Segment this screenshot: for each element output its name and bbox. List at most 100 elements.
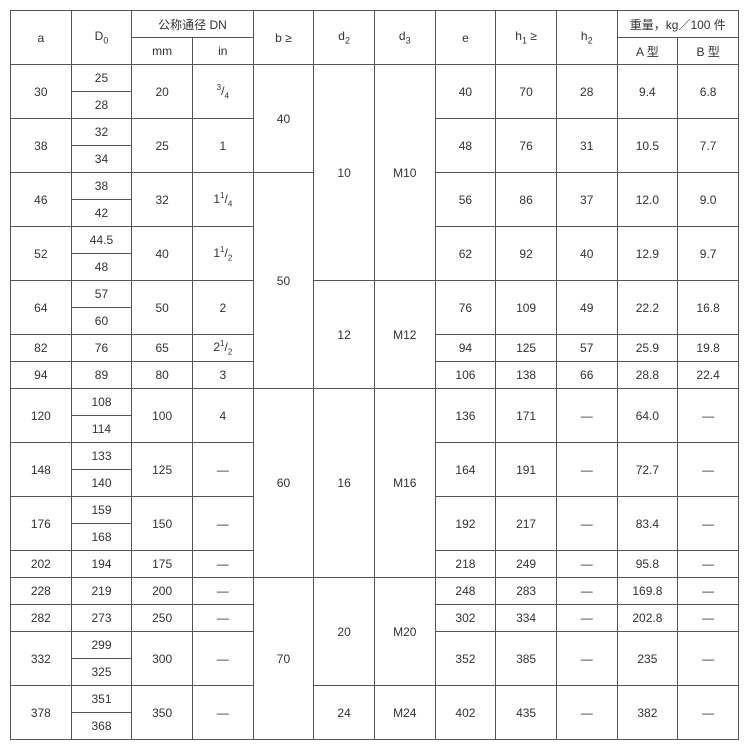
cell-typeB: — bbox=[678, 632, 739, 686]
cell-e: 402 bbox=[435, 686, 496, 740]
cell-h1: 86 bbox=[496, 173, 557, 227]
cell-mm: 100 bbox=[132, 389, 193, 443]
cell-e: 192 bbox=[435, 497, 496, 551]
table-body: 3025203/44010M104070289.46.8283832251487… bbox=[11, 65, 739, 740]
cell-h2: 28 bbox=[556, 65, 617, 119]
cell-typeB: — bbox=[678, 551, 739, 578]
cell-h2: 31 bbox=[556, 119, 617, 173]
cell-d0: 325 bbox=[71, 659, 132, 686]
cell-in: — bbox=[192, 578, 253, 605]
cell-in: 11/4 bbox=[192, 173, 253, 227]
cell-d0: 299 bbox=[71, 632, 132, 659]
cell-d3: M12 bbox=[374, 281, 435, 389]
cell-d0: 273 bbox=[71, 605, 132, 632]
cell-typeB: 19.8 bbox=[678, 335, 739, 362]
cell-h1: 435 bbox=[496, 686, 557, 740]
cell-a: 52 bbox=[11, 227, 72, 281]
cell-mm: 150 bbox=[132, 497, 193, 551]
cell-e: 40 bbox=[435, 65, 496, 119]
cell-e: 62 bbox=[435, 227, 496, 281]
cell-typeA: 22.2 bbox=[617, 281, 678, 335]
cell-typeA: 382 bbox=[617, 686, 678, 740]
col-dn-group: 公称通径 DN bbox=[132, 11, 253, 38]
cell-typeA: 72.7 bbox=[617, 443, 678, 497]
cell-d2: 20 bbox=[314, 578, 375, 686]
cell-h1: 217 bbox=[496, 497, 557, 551]
cell-in: 1 bbox=[192, 119, 253, 173]
col-typeA: A 型 bbox=[617, 38, 678, 65]
cell-h1: 125 bbox=[496, 335, 557, 362]
cell-h1: 191 bbox=[496, 443, 557, 497]
cell-e: 136 bbox=[435, 389, 496, 443]
cell-in: 4 bbox=[192, 389, 253, 443]
cell-h1: 92 bbox=[496, 227, 557, 281]
cell-d0: 368 bbox=[71, 713, 132, 740]
cell-d2: 24 bbox=[314, 686, 375, 740]
cell-d0: 25 bbox=[71, 65, 132, 92]
cell-e: 48 bbox=[435, 119, 496, 173]
cell-mm: 25 bbox=[132, 119, 193, 173]
cell-d3: M10 bbox=[374, 65, 435, 281]
cell-a: 120 bbox=[11, 389, 72, 443]
cell-typeB: — bbox=[678, 389, 739, 443]
cell-d0: 38 bbox=[71, 173, 132, 200]
table-row: 378351350—24M24402435—382— bbox=[11, 686, 739, 713]
cell-b: 70 bbox=[253, 578, 314, 740]
cell-in: — bbox=[192, 497, 253, 551]
cell-d0: 60 bbox=[71, 308, 132, 335]
cell-h2: 66 bbox=[556, 362, 617, 389]
cell-h2: 57 bbox=[556, 335, 617, 362]
cell-typeB: 9.7 bbox=[678, 227, 739, 281]
cell-d0: 32 bbox=[71, 119, 132, 146]
cell-typeA: 12.0 bbox=[617, 173, 678, 227]
table-row: 12010810046016M16136171—64.0— bbox=[11, 389, 739, 416]
cell-e: 94 bbox=[435, 335, 496, 362]
cell-d0: 48 bbox=[71, 254, 132, 281]
cell-a: 378 bbox=[11, 686, 72, 740]
cell-e: 56 bbox=[435, 173, 496, 227]
cell-d2: 12 bbox=[314, 281, 375, 389]
cell-h2: — bbox=[556, 443, 617, 497]
col-a: a bbox=[11, 11, 72, 65]
cell-h1: 138 bbox=[496, 362, 557, 389]
col-d3: d3 bbox=[374, 11, 435, 65]
cell-d0: 42 bbox=[71, 200, 132, 227]
cell-h1: 70 bbox=[496, 65, 557, 119]
cell-h1: 109 bbox=[496, 281, 557, 335]
cell-typeB: 9.0 bbox=[678, 173, 739, 227]
cell-typeA: 28.8 bbox=[617, 362, 678, 389]
cell-in: 3 bbox=[192, 362, 253, 389]
cell-d0: 219 bbox=[71, 578, 132, 605]
cell-h2: — bbox=[556, 497, 617, 551]
cell-e: 218 bbox=[435, 551, 496, 578]
cell-a: 30 bbox=[11, 65, 72, 119]
cell-typeB: — bbox=[678, 686, 739, 740]
cell-a: 94 bbox=[11, 362, 72, 389]
col-mm: mm bbox=[132, 38, 193, 65]
col-in: in bbox=[192, 38, 253, 65]
cell-in: 11/2 bbox=[192, 227, 253, 281]
cell-h2: 40 bbox=[556, 227, 617, 281]
cell-e: 76 bbox=[435, 281, 496, 335]
cell-d0: 57 bbox=[71, 281, 132, 308]
cell-e: 352 bbox=[435, 632, 496, 686]
cell-in: 2 bbox=[192, 281, 253, 335]
cell-typeA: 202.8 bbox=[617, 605, 678, 632]
cell-typeB: — bbox=[678, 443, 739, 497]
cell-h1: 283 bbox=[496, 578, 557, 605]
table-row: 228219200—7020M20248283—169.8— bbox=[11, 578, 739, 605]
table-row: 3025203/44010M104070289.46.8 bbox=[11, 65, 739, 92]
cell-in: — bbox=[192, 551, 253, 578]
cell-h2: — bbox=[556, 389, 617, 443]
col-d0: D0 bbox=[71, 11, 132, 65]
cell-d0: 133 bbox=[71, 443, 132, 470]
cell-a: 148 bbox=[11, 443, 72, 497]
cell-e: 106 bbox=[435, 362, 496, 389]
col-h2: h2 bbox=[556, 11, 617, 65]
cell-typeB: 6.8 bbox=[678, 65, 739, 119]
cell-d0: 108 bbox=[71, 389, 132, 416]
cell-in: 21/2 bbox=[192, 335, 253, 362]
cell-typeB: — bbox=[678, 605, 739, 632]
cell-d0: 140 bbox=[71, 470, 132, 497]
cell-in: — bbox=[192, 686, 253, 740]
